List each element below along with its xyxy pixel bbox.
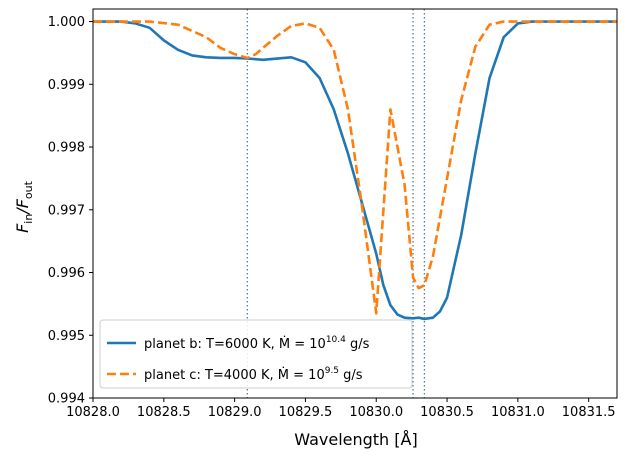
y-tick-label: 0.994 — [48, 392, 85, 407]
x-tick-label: 10829.0 — [208, 405, 262, 420]
x-axis-ticks: 10828.0 10828.5 10829.0 10829.5 10830.0 10830… — [66, 398, 616, 420]
y-tick-label: 0.999 — [48, 78, 85, 93]
y-tick-label: 1.000 — [48, 15, 85, 30]
legend-label-planet-c: planet c: T=4000 K, Ṁ = 109.5 g/s — [144, 366, 363, 383]
y-axis-label: Fin/Fout — [13, 180, 35, 233]
x-tick-label: 10830.0 — [349, 405, 403, 420]
y-tick-label: 0.998 — [48, 141, 85, 156]
x-tick-label: 10830.5 — [420, 405, 474, 420]
x-tick-label: 10831.5 — [562, 405, 616, 420]
x-axis-label: Wavelength [Å] — [294, 430, 417, 449]
x-tick-label: 10829.5 — [279, 405, 333, 420]
legend-label-planet-b: planet b: T=6000 K, Ṁ = 1010.4 g/s — [144, 335, 370, 352]
x-tick-label: 10828.5 — [137, 405, 191, 420]
legend-box — [99, 319, 413, 389]
series-line-planet-b — [93, 20, 617, 321]
x-tick-label: 10828.0 — [66, 405, 120, 420]
x-tick-label: 10831.0 — [491, 405, 545, 420]
legend: planet b: T=6000 K, Ṁ = 1010.4 g/s plane… — [99, 319, 413, 389]
series-line-planet-c — [93, 20, 617, 315]
y-tick-label: 0.995 — [48, 329, 85, 344]
y-tick-label: 0.996 — [48, 266, 85, 281]
plot-frame — [92, 8, 618, 399]
y-axis-ticks: 0.994 0.995 0.996 0.997 0.998 0.999 1.000 — [48, 15, 93, 407]
series-lines — [93, 20, 617, 321]
y-tick-label: 0.997 — [48, 203, 85, 218]
